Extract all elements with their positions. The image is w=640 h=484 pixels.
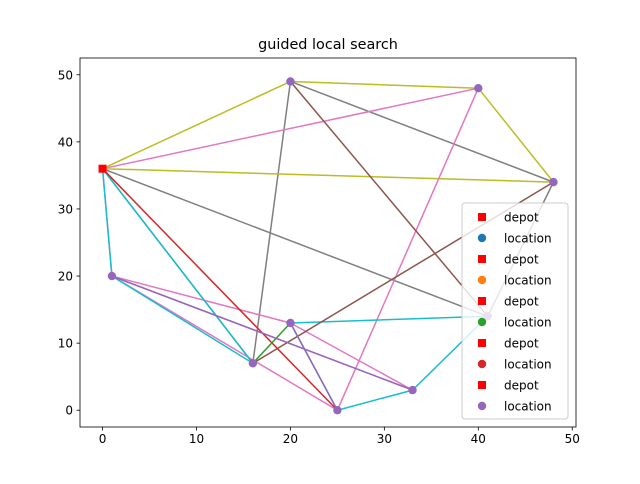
chart-title: guided local search: [258, 37, 398, 53]
legend-label: location: [504, 316, 552, 330]
legend-marker-depot: [478, 381, 486, 389]
x-tick-label: 50: [565, 432, 580, 446]
y-tick-label: 50: [58, 68, 73, 82]
legend-marker-depot: [478, 213, 486, 221]
route-line: [252, 322, 292, 365]
y-tick-label: 10: [58, 337, 73, 351]
legend-marker-location: [477, 233, 487, 243]
legend-label: depot: [504, 211, 539, 225]
x-tick-label: 0: [99, 432, 107, 446]
location-point: [333, 406, 342, 415]
legend-label: location: [504, 400, 552, 414]
route-line: [101, 167, 254, 365]
legend-marker-location: [477, 275, 487, 285]
x-tick-label: 30: [377, 432, 392, 446]
legend-label: location: [504, 358, 552, 372]
y-tick-label: 40: [58, 135, 73, 149]
legend-label: location: [504, 274, 552, 288]
y-tick-label: 20: [58, 270, 73, 284]
route-line: [111, 275, 414, 391]
legend-label: depot: [504, 337, 539, 351]
x-tick-label: 20: [283, 432, 298, 446]
legend-label: depot: [504, 295, 539, 309]
route-line: [289, 80, 489, 318]
legend-marker-location: [477, 401, 487, 411]
location-point: [549, 177, 558, 187]
legend-label: depot: [504, 253, 539, 267]
location-point: [248, 359, 258, 368]
legend-marker-depot: [478, 339, 486, 347]
location-point: [408, 385, 417, 395]
plot-frame: [79, 57, 577, 428]
y-tick-label: 30: [58, 202, 73, 216]
location-point: [474, 83, 483, 93]
legend-marker-location: [477, 317, 487, 327]
location-point: [107, 271, 117, 281]
legend-marker-depot: [478, 297, 486, 305]
x-tick-label: 40: [471, 432, 486, 446]
depot-point: [98, 164, 107, 173]
legend: depot location depot location depot location d…: [461, 202, 569, 420]
axes-layer: 0 10 20 30 40 50 0 10 20 30 40 50: [58, 57, 580, 446]
legend-label: location: [504, 232, 552, 246]
x-tick-label: 10: [189, 432, 204, 446]
location-point: [286, 77, 295, 86]
route-line: [289, 322, 339, 411]
points-layer: [98, 77, 558, 415]
legend-marker-location: [477, 359, 487, 369]
legend-marker-depot: [478, 255, 486, 263]
legend-box: [461, 202, 569, 420]
y-tick-label: 0: [65, 404, 73, 418]
location-point: [286, 318, 295, 328]
legend-label: depot: [504, 379, 539, 393]
route-line: [101, 167, 339, 411]
